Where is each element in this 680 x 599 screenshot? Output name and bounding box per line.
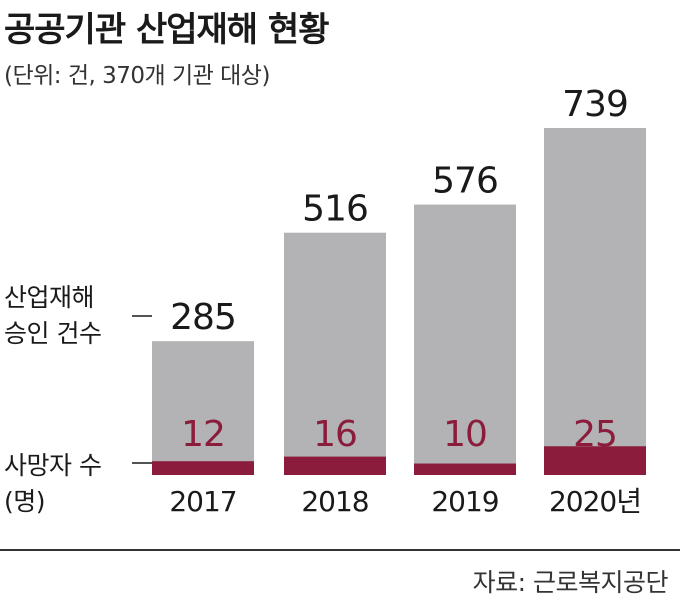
approved-bars-group	[152, 128, 646, 475]
death-bars-group	[152, 446, 646, 475]
source-note: 자료: 근로복지공단	[472, 568, 669, 597]
death-bar-0	[152, 461, 254, 475]
approved-bar-1	[284, 232, 386, 475]
death-value-label-0: 12	[181, 414, 225, 455]
death-bar-2	[414, 463, 516, 475]
category-label-1: 2018	[301, 485, 368, 518]
death-bar-1	[284, 456, 386, 475]
chart-title: 공공기관 산업재해 현황	[4, 10, 329, 50]
legend-approved-line1: 산업재해	[4, 283, 94, 312]
death-bar-3	[544, 446, 646, 475]
legend-deaths-line1: 사망자 수	[4, 451, 101, 480]
category-label-3: 2020년	[549, 485, 641, 518]
bar-labels-group: 285 12 2017 516 16 2018 576 10 2019 739 25 2020년	[169, 84, 642, 518]
footer-divider	[0, 549, 680, 551]
approved-value-label-3: 739	[562, 84, 628, 125]
category-label-0: 2017	[169, 485, 236, 518]
approved-bar-2	[414, 204, 516, 475]
death-value-label-1: 16	[313, 414, 357, 455]
bar-chart: 285 12 2017 516 16 2018 576 10 2019 739 25 2020년 산업…	[4, 84, 646, 518]
chart-subtitle: (단위: 건, 370개 기관 대상)	[4, 63, 270, 89]
approved-bar-0	[152, 341, 254, 475]
approved-bar-3	[544, 128, 646, 475]
approved-value-label-2: 576	[432, 161, 498, 202]
legend-deaths-line2: (명)	[4, 487, 45, 516]
category-label-2: 2019	[431, 485, 498, 518]
death-value-label-2: 10	[443, 414, 487, 455]
approved-value-label-0: 285	[170, 297, 236, 338]
death-value-label-3: 25	[573, 414, 617, 455]
approved-value-label-1: 516	[302, 189, 368, 230]
legend-approved-line2: 승인 건수	[4, 319, 101, 348]
